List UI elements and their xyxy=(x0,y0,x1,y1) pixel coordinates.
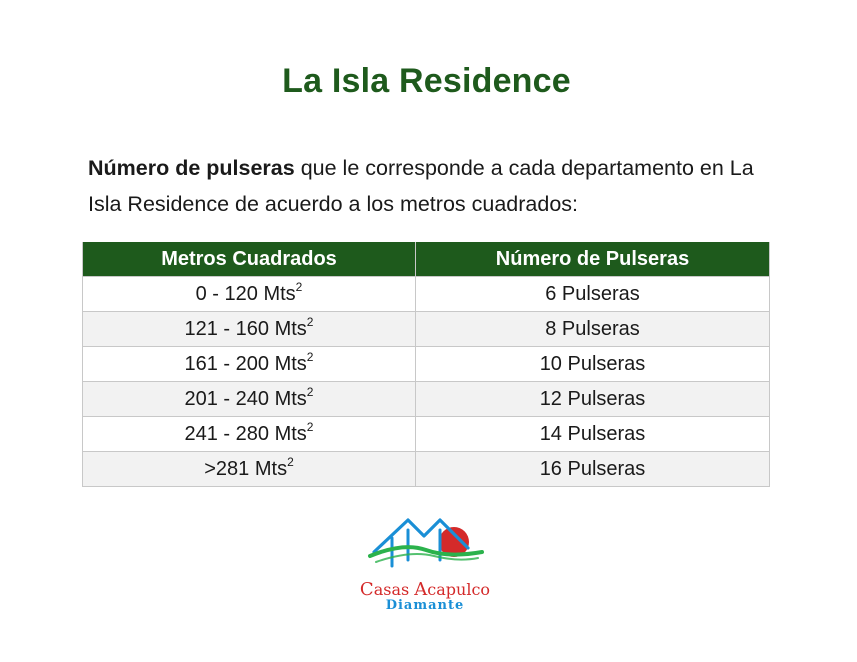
logo-roof-mark xyxy=(372,518,470,554)
logo-wordmark-line1: Casas Acapulco xyxy=(350,579,500,600)
range-value: 121 - 160 xyxy=(184,317,270,340)
logo-wave-mark xyxy=(368,545,484,558)
range-cell: 0 - 120 Mts2 xyxy=(82,276,416,312)
intro-text: que le corresponde a cada departamento e… xyxy=(88,156,754,216)
unit-superscript: 2 xyxy=(306,349,314,364)
page-title: La Isla Residence xyxy=(282,62,571,100)
range-value: 241 - 280 xyxy=(184,422,270,445)
range-cell: 161 - 200 Mts2 xyxy=(82,346,416,382)
bracelets-cell: 10 Pulseras xyxy=(415,346,770,382)
bracelets-cell: 6 Pulseras xyxy=(415,276,770,312)
unit-label: Mts xyxy=(254,457,288,480)
unit-superscript: 2 xyxy=(306,314,314,329)
logo-letter: A xyxy=(414,579,428,600)
intro-paragraph: Número de pulseras que le corresponde a … xyxy=(88,150,778,222)
table-row: 121 - 160 Mts2 8 Pulseras xyxy=(82,311,770,347)
logo-wave-mark-secondary xyxy=(375,553,479,563)
logo-house-icon xyxy=(368,518,484,568)
unit-superscript: 2 xyxy=(287,454,294,469)
range-cell: 201 - 240 Mts2 xyxy=(82,381,416,417)
range-value: 0 - 120 xyxy=(195,282,258,305)
logo-wordmark-line2: Diamante xyxy=(385,598,465,613)
range-value: 161 - 200 xyxy=(184,352,270,375)
range-cell: >281 Mts2 xyxy=(82,451,416,487)
unit-label: Mts xyxy=(274,422,307,445)
unit-superscript: 2 xyxy=(306,419,314,434)
company-logo: Casas Acapulco Diamante xyxy=(350,516,500,621)
unit-label: Mts xyxy=(274,317,307,340)
table-row: 161 - 200 Mts2 10 Pulseras xyxy=(82,346,770,382)
table-header-row: Metros Cuadrados Número de Pulseras xyxy=(82,242,770,277)
range-cell: 121 - 160 Mts2 xyxy=(82,311,416,347)
bracelets-table: Metros Cuadrados Número de Pulseras 0 - … xyxy=(82,242,770,487)
bracelets-cell: 14 Pulseras xyxy=(415,416,770,452)
table-row: 241 - 280 Mts2 14 Pulseras xyxy=(82,416,770,452)
bracelets-cell: 16 Pulseras xyxy=(415,451,770,487)
unit-superscript: 2 xyxy=(306,384,314,399)
table-row: 0 - 120 Mts2 6 Pulseras xyxy=(82,276,770,312)
header-bracelets: Número de Pulseras xyxy=(415,242,770,277)
logo-sun-mark xyxy=(439,527,469,557)
logo-word: asas xyxy=(373,580,415,599)
intro-bold-text: Número de pulseras xyxy=(88,156,295,180)
logo-word: capulco xyxy=(427,580,491,599)
logo-letter: C xyxy=(359,579,374,600)
range-value: 201 - 240 xyxy=(184,387,270,410)
header-square-meters: Metros Cuadrados xyxy=(82,242,416,277)
unit-label: Mts xyxy=(274,352,307,375)
unit-superscript: 2 xyxy=(295,279,303,294)
unit-label: Mts xyxy=(263,282,296,305)
bracelets-cell: 8 Pulseras xyxy=(415,311,770,347)
unit-label: Mts xyxy=(274,387,307,410)
table-row: 201 - 240 Mts2 12 Pulseras xyxy=(82,381,770,417)
table-row: >281 Mts2 16 Pulseras xyxy=(82,451,770,487)
range-cell: 241 - 280 Mts2 xyxy=(82,416,416,452)
range-value: >281 xyxy=(204,457,250,480)
bracelets-cell: 12 Pulseras xyxy=(415,381,770,417)
